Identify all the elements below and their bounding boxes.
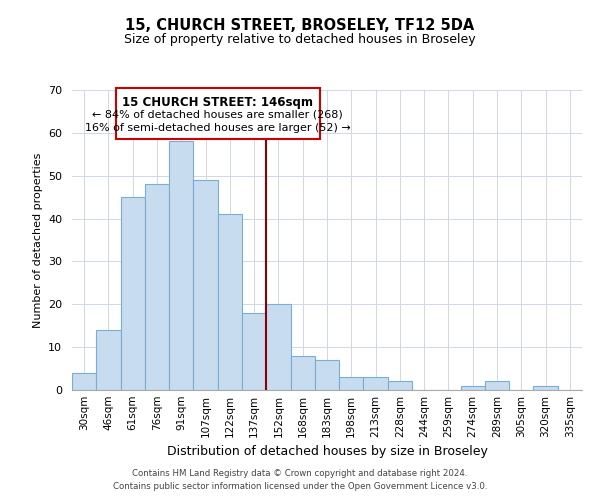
- Text: 15, CHURCH STREET, BROSELEY, TF12 5DA: 15, CHURCH STREET, BROSELEY, TF12 5DA: [125, 18, 475, 32]
- Bar: [290, 356, 315, 390]
- Bar: [339, 377, 364, 390]
- Bar: [266, 304, 290, 390]
- Text: ← 84% of detached houses are smaller (268): ← 84% of detached houses are smaller (26…: [92, 110, 343, 120]
- Bar: [193, 180, 218, 390]
- Text: 16% of semi-detached houses are larger (52) →: 16% of semi-detached houses are larger (…: [85, 123, 350, 133]
- FancyBboxPatch shape: [116, 88, 320, 140]
- Bar: [533, 386, 558, 390]
- Bar: [96, 330, 121, 390]
- Text: Size of property relative to detached houses in Broseley: Size of property relative to detached ho…: [124, 32, 476, 46]
- Bar: [388, 382, 412, 390]
- Bar: [121, 197, 145, 390]
- Bar: [364, 377, 388, 390]
- Bar: [218, 214, 242, 390]
- Bar: [242, 313, 266, 390]
- Text: Contains HM Land Registry data © Crown copyright and database right 2024.: Contains HM Land Registry data © Crown c…: [132, 468, 468, 477]
- Bar: [315, 360, 339, 390]
- Bar: [145, 184, 169, 390]
- Text: Contains public sector information licensed under the Open Government Licence v3: Contains public sector information licen…: [113, 482, 487, 491]
- Y-axis label: Number of detached properties: Number of detached properties: [32, 152, 43, 328]
- Bar: [72, 373, 96, 390]
- Bar: [485, 382, 509, 390]
- X-axis label: Distribution of detached houses by size in Broseley: Distribution of detached houses by size …: [167, 446, 487, 458]
- Text: 15 CHURCH STREET: 146sqm: 15 CHURCH STREET: 146sqm: [122, 96, 313, 108]
- Bar: [169, 142, 193, 390]
- Bar: [461, 386, 485, 390]
